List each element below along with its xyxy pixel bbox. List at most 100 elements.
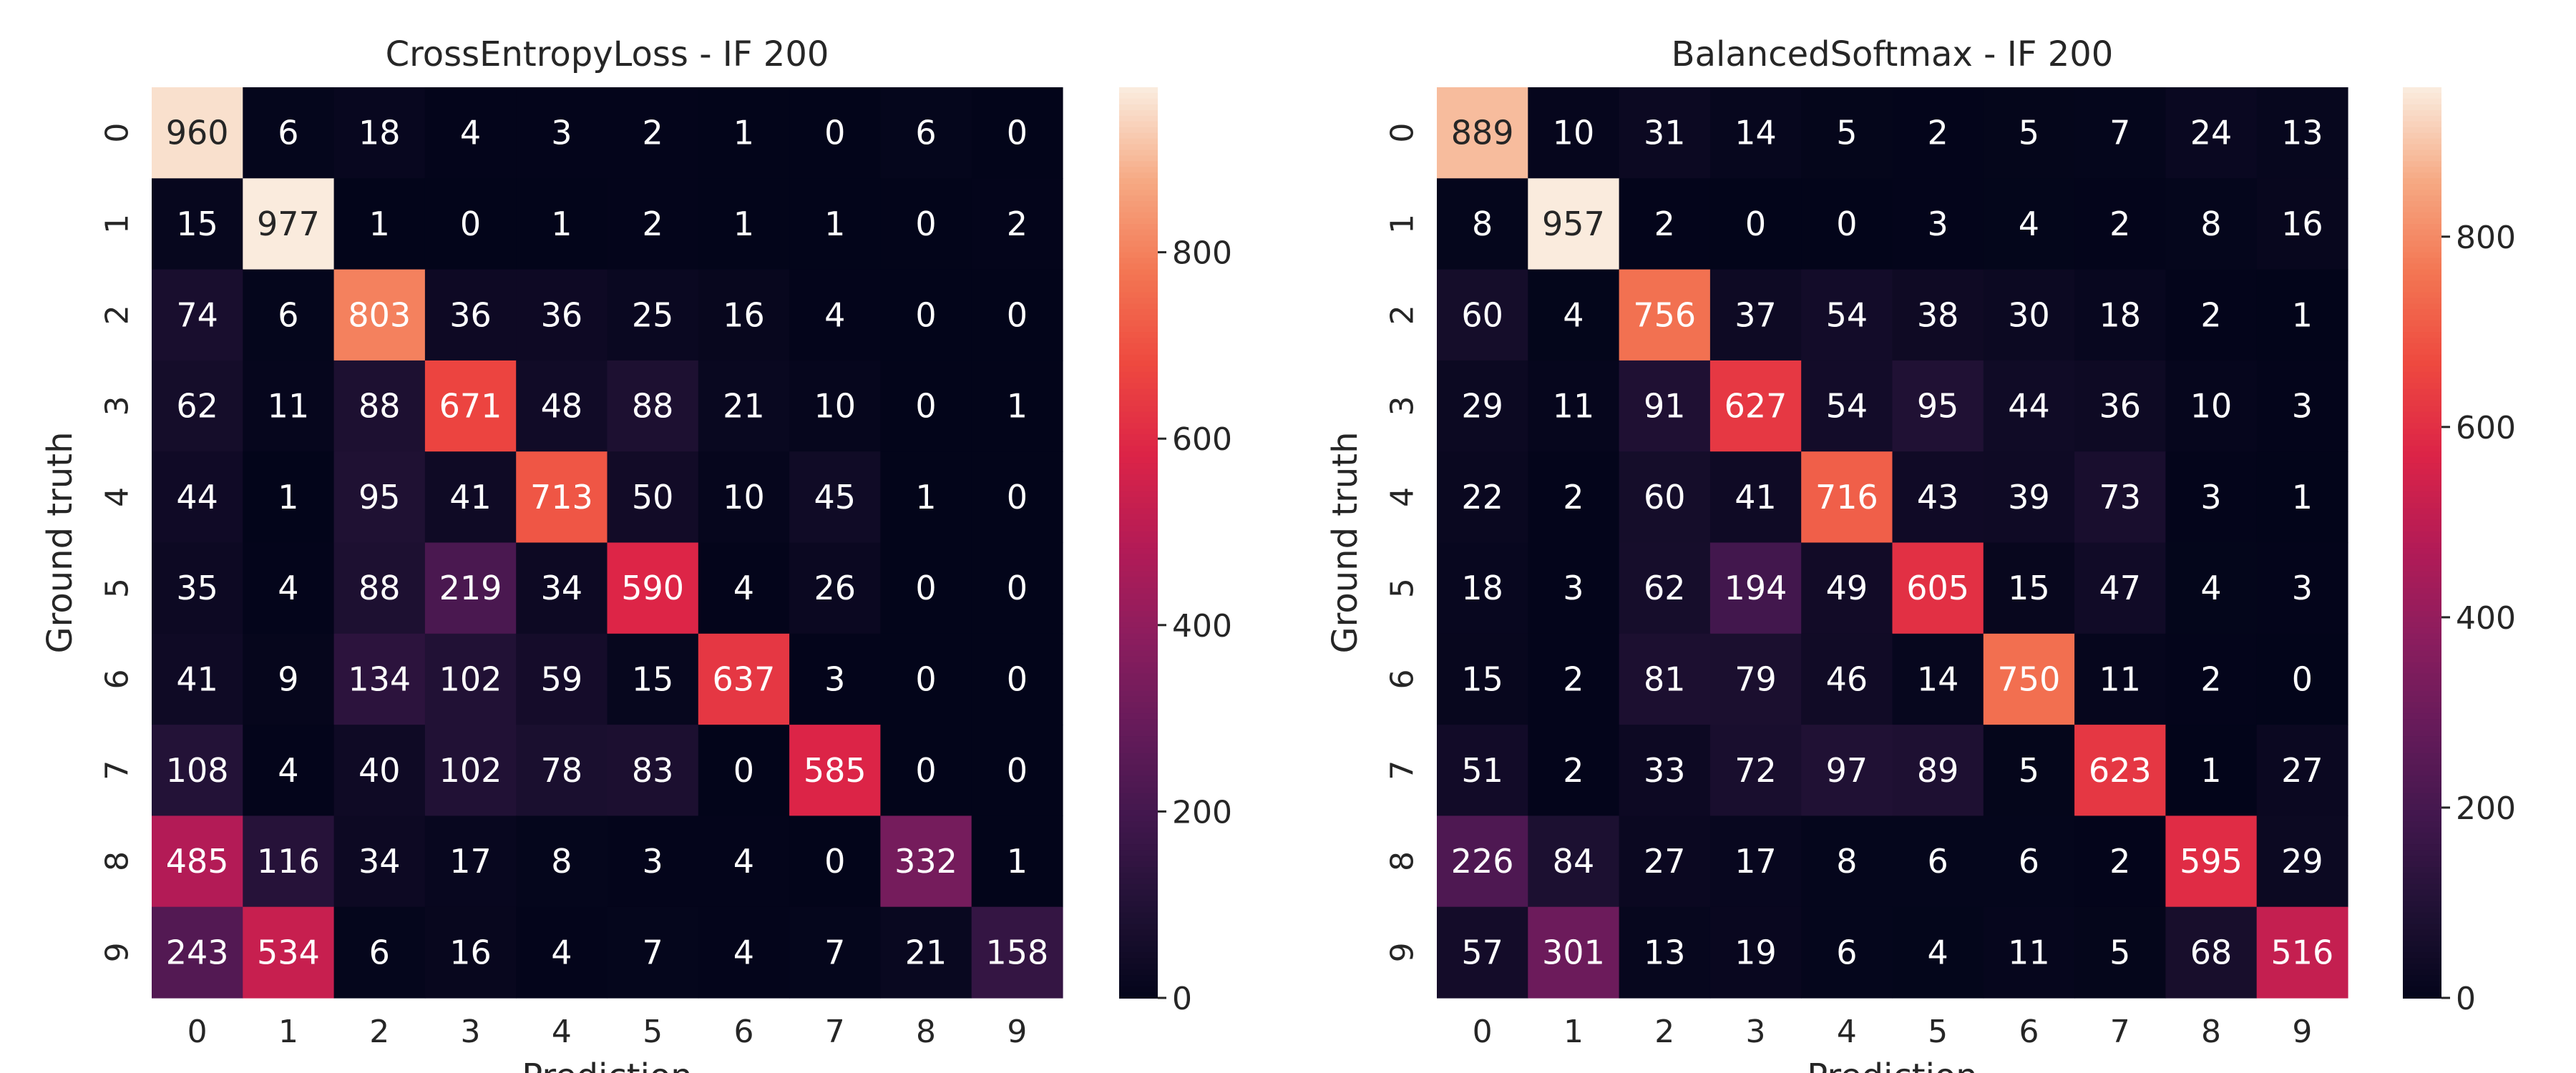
x-tick-label: 0 — [1473, 1014, 1493, 1050]
colorbar-gradient-segment — [1119, 406, 1158, 413]
colorbar-gradient-segment — [2403, 121, 2441, 128]
colorbar-gradient-segment — [2403, 981, 2441, 988]
heatmap-cell — [1437, 269, 1528, 361]
cell-value-label: 2 — [2200, 660, 2221, 698]
heatmap-cell — [1528, 815, 1620, 908]
colorbar-gradient-segment — [1119, 798, 1158, 805]
colorbar-gradient-segment — [2403, 190, 2441, 197]
heatmap-cell — [1528, 360, 1620, 452]
heatmap-cell — [789, 633, 881, 725]
colorbar-gradient-segment — [2403, 542, 2441, 549]
colorbar-gradient-segment — [2403, 212, 2441, 219]
heatmap-cell — [2165, 269, 2258, 361]
colorbar-gradient-segment — [1119, 207, 1158, 214]
colorbar-gradient-segment — [2403, 821, 2441, 828]
colorbar-gradient-segment — [2403, 406, 2441, 413]
colorbar-gradient-segment — [1119, 423, 1158, 430]
colorbar-gradient-segment — [1119, 536, 1158, 544]
y-tick-label: 8 — [99, 851, 136, 871]
cell-value-label: 35 — [176, 569, 218, 607]
heatmap-cell — [607, 178, 699, 270]
heatmap-cell — [1801, 269, 1893, 361]
heatmap-cell — [2165, 815, 2258, 908]
heatmap-cell — [698, 360, 790, 452]
colorbar-gradient-segment — [2403, 918, 2441, 925]
colorbar-gradient-segment — [2403, 109, 2441, 117]
heatmap-cell — [1619, 815, 1711, 908]
heatmap-cell — [971, 633, 1063, 725]
heatmap-cell — [243, 178, 335, 270]
cell-value-label: 1 — [1007, 387, 1028, 426]
colorbar-gradient-segment — [1119, 332, 1158, 339]
heatmap-cell — [698, 906, 790, 999]
x-tick-label: 6 — [733, 1014, 753, 1050]
cell-value-label: 3 — [2200, 478, 2221, 516]
heatmap-cell — [516, 542, 608, 635]
colorbar-gradient-segment — [1119, 645, 1158, 652]
colorbar-gradient-segment — [2403, 764, 2441, 771]
cell-value-label: 605 — [1906, 569, 1969, 607]
cell-value-label: 36 — [449, 295, 492, 334]
heatmap-cell — [880, 178, 972, 270]
heatmap-cell — [971, 542, 1063, 635]
colorbar-gradient-segment — [1119, 838, 1158, 846]
colorbar-gradient-segment — [2403, 958, 2441, 965]
colorbar-gradient-segment — [1119, 184, 1158, 191]
heatmap-cell — [1892, 360, 1984, 452]
heatmap-cell — [516, 269, 608, 361]
colorbar-gradient-segment — [2403, 850, 2441, 857]
colorbar-gradient-segment — [1119, 485, 1158, 492]
cell-value-label: 48 — [541, 387, 583, 426]
x-tick-label: 6 — [2019, 1014, 2039, 1050]
x-tick-label: 9 — [2292, 1014, 2312, 1050]
heatmap-cell — [1892, 87, 1984, 179]
heatmap-cell — [1709, 633, 1802, 725]
heatmap-cell — [698, 633, 790, 725]
cell-value-label: 4 — [1928, 933, 1948, 971]
heatmap-cell — [152, 542, 243, 635]
colorbar-gradient-segment — [2403, 491, 2441, 498]
colorbar-gradient-segment — [1119, 662, 1158, 669]
colorbar-gradient-segment — [1119, 190, 1158, 197]
cell-value-label: 623 — [2089, 751, 2152, 790]
colorbar-gradient-segment — [2403, 787, 2441, 794]
heatmap-cell — [789, 360, 881, 452]
colorbar-gradient-segment — [2403, 195, 2441, 202]
colorbar-gradient-segment — [2403, 388, 2441, 396]
colorbar-gradient-segment — [1119, 918, 1158, 925]
heatmap-cell — [424, 178, 517, 270]
cell-value-label: 25 — [632, 295, 674, 334]
colorbar-gradient-segment — [2403, 508, 2441, 515]
cell-value-label: 4 — [2019, 205, 2039, 243]
colorbar-gradient-segment — [2403, 627, 2441, 635]
colorbar-gradient-segment — [2403, 548, 2441, 555]
heatmap-cell — [2165, 725, 2258, 816]
colorbar-gradient-segment — [2403, 275, 2441, 282]
colorbar-gradient-segment — [1119, 326, 1158, 333]
heatmap-cell — [971, 87, 1063, 179]
heatmap-cell — [516, 451, 608, 544]
cell-value-label: 0 — [1007, 114, 1028, 152]
cell-value-label: 27 — [1644, 842, 1686, 881]
colorbar-gradient-segment — [2403, 758, 2441, 765]
cell-value-label: 2 — [1563, 751, 1584, 790]
x-tick-label: 4 — [1837, 1014, 1857, 1050]
colorbar-gradient-segment — [2403, 673, 2441, 680]
cell-value-label: 0 — [915, 660, 936, 698]
colorbar-gradient-segment — [2403, 92, 2441, 99]
cell-value-label: 6 — [2019, 842, 2039, 881]
colorbar-gradient-segment — [1119, 229, 1158, 236]
heatmap-cell — [152, 178, 243, 270]
colorbar-gradient-segment — [2403, 713, 2441, 720]
colorbar-gradient-segment — [2403, 577, 2441, 584]
cell-value-label: 637 — [713, 660, 776, 698]
colorbar-tick-label: 600 — [1172, 421, 1232, 458]
cell-value-label: 73 — [2099, 478, 2141, 516]
heatmap-cell — [2165, 178, 2258, 270]
cell-value-label: 78 — [541, 751, 583, 790]
heatmap-cell — [880, 451, 972, 544]
heatmap-cell — [1892, 178, 1984, 270]
colorbar-gradient-segment — [1119, 747, 1158, 754]
heatmap-cell — [1619, 178, 1711, 270]
